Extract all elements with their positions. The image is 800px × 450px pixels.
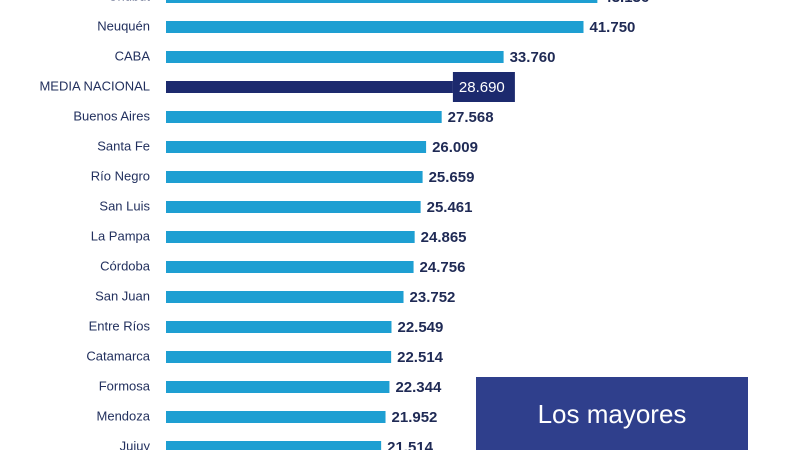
value-label: 24.865 xyxy=(421,229,467,246)
category-label: Catamarca xyxy=(86,348,150,363)
bar xyxy=(166,21,584,33)
bar xyxy=(166,141,427,153)
category-label: Formosa xyxy=(99,378,151,393)
value-label: 21.952 xyxy=(392,409,438,426)
value-label: 43.136 xyxy=(603,0,649,6)
annotation: Los mayores xyxy=(538,399,687,429)
value-label: 21.514 xyxy=(387,439,434,450)
category-label: La Pampa xyxy=(91,228,151,243)
bar xyxy=(166,411,386,423)
category-label: Jujuy xyxy=(120,438,151,450)
category-label: Neuquén xyxy=(97,18,150,33)
category-label: Entre Ríos xyxy=(89,318,151,333)
bar xyxy=(166,231,415,243)
bar xyxy=(166,261,414,273)
category-label: Chubut xyxy=(108,0,150,3)
value-label: 25.659 xyxy=(429,169,475,186)
category-label: Río Negro xyxy=(91,168,150,183)
value-label: 22.344 xyxy=(395,379,442,396)
bar xyxy=(166,201,421,213)
bar xyxy=(166,51,504,63)
bar xyxy=(166,441,382,450)
bar xyxy=(166,291,404,303)
value-label: 33.760 xyxy=(510,49,556,66)
value-label: 25.461 xyxy=(427,199,473,216)
category-label: Mendoza xyxy=(97,408,151,423)
category-label: MEDIA NACIONAL xyxy=(39,78,150,93)
bar xyxy=(166,0,598,3)
bar xyxy=(166,351,392,363)
value-label: 23.752 xyxy=(410,289,456,306)
value-label: 28.690 xyxy=(459,79,505,96)
value-label: 22.549 xyxy=(397,319,443,336)
category-label: Buenos Aires xyxy=(73,108,150,123)
annotation-box xyxy=(476,377,748,450)
value-label: 24.756 xyxy=(420,259,466,276)
bar xyxy=(166,81,453,93)
category-label: San Juan xyxy=(95,288,150,303)
category-label: San Luis xyxy=(99,198,150,213)
value-label: 27.568 xyxy=(448,109,494,126)
value-label: 22.514 xyxy=(397,349,444,366)
category-label: CABA xyxy=(115,48,151,63)
value-label-box xyxy=(452,72,515,102)
value-label: 26.009 xyxy=(432,139,478,156)
value-label: 41.750 xyxy=(590,19,636,36)
category-label: Córdoba xyxy=(100,258,151,273)
bar xyxy=(166,171,423,183)
bar xyxy=(166,381,390,393)
category-label: Santa Fe xyxy=(97,138,150,153)
bar xyxy=(166,111,442,123)
bar xyxy=(166,321,392,333)
